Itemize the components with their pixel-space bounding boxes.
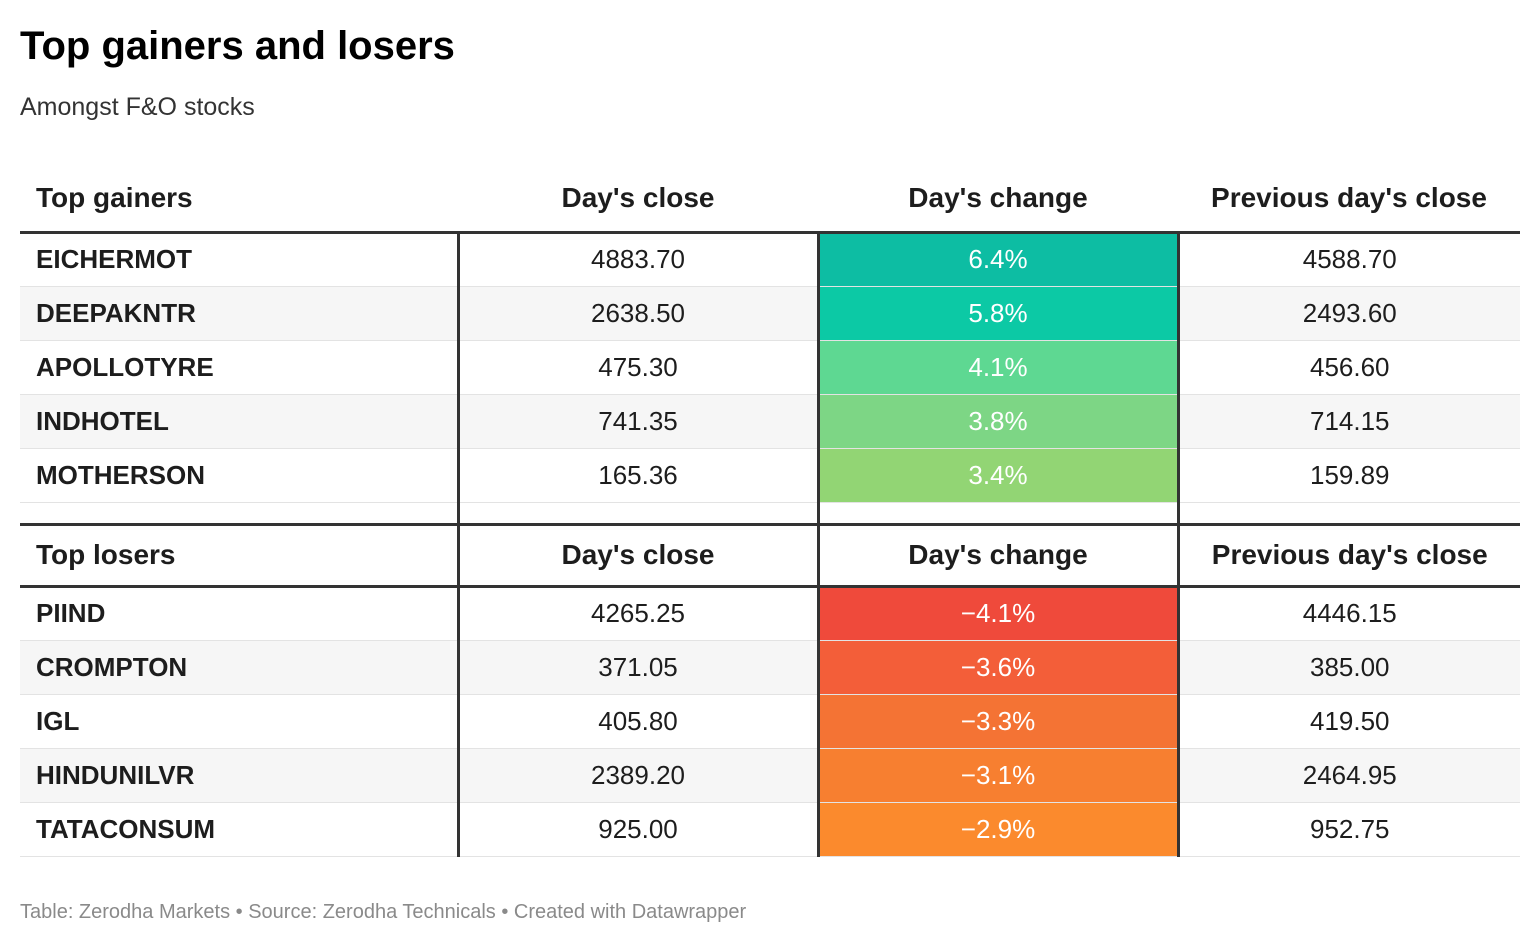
column-header: Top gainers: [20, 166, 458, 234]
table-row: INDHOTEL 741.35 3.8% 714.15: [20, 394, 1520, 449]
spacer-cell: [458, 502, 820, 524]
stock-name: APOLLOTYRE: [20, 340, 460, 395]
chart-footer: Table: Zerodha Markets • Source: Zerodha…: [20, 901, 747, 923]
gainers-losers-table: Top gainers Day's close Day's change Previo…: [20, 166, 1520, 857]
days-change: 3.8%: [816, 394, 1180, 449]
days-change: −3.6%: [816, 640, 1180, 695]
column-header: Day's close: [458, 522, 820, 588]
previous-close: 385.00: [1178, 640, 1520, 695]
days-close: 475.30: [458, 340, 820, 395]
stock-name: MOTHERSON: [20, 448, 460, 503]
days-close: 4265.25: [458, 586, 820, 641]
days-change: −3.3%: [816, 694, 1180, 749]
stock-name: INDHOTEL: [20, 394, 460, 449]
stock-name: IGL: [20, 694, 460, 749]
column-header: Day's close: [458, 166, 818, 234]
previous-close: 4588.70: [1178, 232, 1520, 287]
table-row: MOTHERSON 165.36 3.4% 159.89: [20, 448, 1520, 503]
section-spacer: [20, 502, 1520, 524]
spacer-cell: [1178, 502, 1520, 524]
section-header-row: Top gainers Day's close Day's change Previo…: [20, 166, 1520, 234]
previous-close: 159.89: [1178, 448, 1520, 503]
column-header: Day's change: [818, 522, 1180, 588]
table-row: TATACONSUM 925.00 −2.9% 952.75: [20, 802, 1520, 857]
table-body: Top gainers Day's close Day's change Previo…: [20, 166, 1520, 857]
table-row: HINDUNILVR 2389.20 −3.1% 2464.95: [20, 748, 1520, 803]
days-close: 925.00: [458, 802, 820, 857]
days-close: 165.36: [458, 448, 820, 503]
days-close: 371.05: [458, 640, 820, 695]
section-header-row: Top losers Day's close Day's change Previou…: [20, 522, 1520, 588]
days-change: −2.9%: [816, 802, 1180, 857]
previous-close: 4446.15: [1178, 586, 1520, 641]
days-close: 4883.70: [458, 232, 820, 287]
previous-close: 456.60: [1178, 340, 1520, 395]
chart-title: Top gainers and losers: [20, 24, 455, 68]
stock-name: PIIND: [20, 586, 460, 641]
stock-name: EICHERMOT: [20, 232, 460, 287]
spacer-cell: [818, 502, 1180, 524]
column-header: Day's change: [818, 166, 1178, 234]
days-change: −4.1%: [816, 586, 1180, 641]
table-row: IGL 405.80 −3.3% 419.50: [20, 694, 1520, 749]
column-header: Top losers: [20, 522, 460, 588]
table-row: PIIND 4265.25 −4.1% 4446.15: [20, 586, 1520, 641]
days-change: 4.1%: [816, 340, 1180, 395]
days-change: 3.4%: [816, 448, 1180, 503]
table-row: DEEPAKNTR 2638.50 5.8% 2493.60: [20, 286, 1520, 341]
stock-name: TATACONSUM: [20, 802, 460, 857]
days-change: 5.8%: [816, 286, 1180, 341]
days-close: 741.35: [458, 394, 820, 449]
stock-name: HINDUNILVR: [20, 748, 460, 803]
days-close: 405.80: [458, 694, 820, 749]
days-close: 2389.20: [458, 748, 820, 803]
column-header: Previous day's close: [1178, 522, 1520, 588]
previous-close: 419.50: [1178, 694, 1520, 749]
spacer-cell: [20, 502, 460, 524]
chart-subtitle: Amongst F&O stocks: [20, 93, 255, 121]
table-row: APOLLOTYRE 475.30 4.1% 456.60: [20, 340, 1520, 395]
column-header: Previous day's close: [1178, 166, 1520, 234]
table-row: CROMPTON 371.05 −3.6% 385.00: [20, 640, 1520, 695]
days-change: −3.1%: [816, 748, 1180, 803]
previous-close: 952.75: [1178, 802, 1520, 857]
table-row: EICHERMOT 4883.70 6.4% 4588.70: [20, 232, 1520, 287]
stock-name: DEEPAKNTR: [20, 286, 460, 341]
stock-name: CROMPTON: [20, 640, 460, 695]
days-change: 6.4%: [816, 232, 1180, 287]
previous-close: 2464.95: [1178, 748, 1520, 803]
previous-close: 2493.60: [1178, 286, 1520, 341]
days-close: 2638.50: [458, 286, 820, 341]
previous-close: 714.15: [1178, 394, 1520, 449]
